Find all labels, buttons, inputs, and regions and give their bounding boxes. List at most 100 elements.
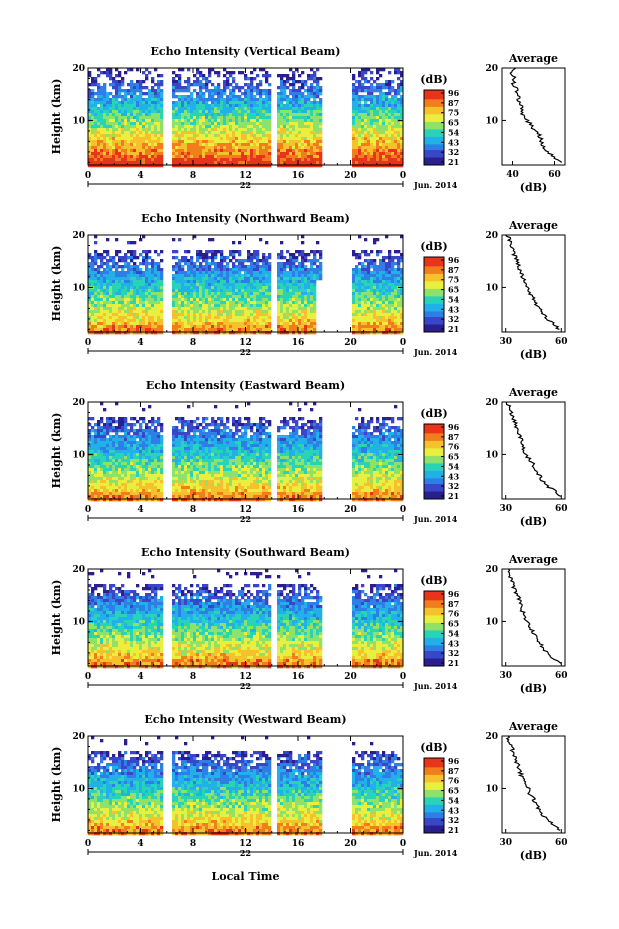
colorbar-tick-label: 96 [448,589,460,599]
colorbar-tick-label: 54 [448,294,460,304]
colorbar-tick-label: 96 [448,255,460,265]
profile-y-tick-label: 10 [485,450,498,460]
colorbar-tick-label: 75 [448,275,459,285]
colorbar-tick-label: 96 [448,756,460,766]
panel-title: Echo Intensity (Eastward Beam) [146,379,345,392]
heatmap-cells [88,402,404,502]
profile-x-tick-label: 30 [499,504,512,514]
panel-title: Echo Intensity (Southward Beam) [141,546,350,559]
x-tick-label: 4 [137,672,143,682]
colorbar-tick-label: 87 [448,265,459,275]
profile-line [505,735,561,831]
colorbar-tick-label: 65 [448,452,459,462]
colorbar-tick-label: 43 [448,638,460,648]
panel-3: Echo Intensity (Eastward Beam) 20 10 Height… [50,379,568,528]
x-tick-label: 0 [85,171,91,181]
colorbar-tick-label: 65 [448,118,459,128]
colorbar-tick-label: 65 [448,619,459,629]
profile-x-tick-label: 60 [555,504,568,514]
colorbar-tick-label: 32 [448,815,459,825]
colorbar-unit: (dB) [420,240,447,253]
x-tick-label: 4 [137,171,143,181]
profile-y-tick-label: 10 [485,116,498,126]
profile-y-tick-label: 20 [485,565,498,575]
colorbar-tick-label: 76 [448,442,460,452]
panel-title: Echo Intensity (Westward Beam) [144,713,346,726]
panel-title: Echo Intensity (Vertical Beam) [150,45,340,58]
profile-title: Average [508,52,558,65]
x-tick-label: 20 [344,171,357,181]
profile-y-tick-label: 10 [485,784,498,794]
profile-x-tick-label: 30 [499,671,512,681]
profile-x-tick-label: 60 [555,337,568,347]
colorbar-tick-label: 76 [448,776,460,786]
y-axis-label: Height (km) [50,413,63,489]
x-tick-label: 20 [344,338,357,348]
colorbar-tick-label: 32 [448,481,459,491]
colorbar-gradient [424,591,444,667]
profile-x-tick-label: 30 [499,838,512,848]
x-tick-label: 4 [137,338,143,348]
profile-x-label: (dB) [520,348,547,361]
profile-x-label: (dB) [520,181,547,194]
x-tick-label: 16 [292,505,305,515]
date-day-label: 22 [240,514,251,524]
colorbar-tick-label: 96 [448,422,460,432]
profile-x-tick-label: 60 [555,838,568,848]
profile-line [505,234,560,330]
y-axis-label: Height (km) [50,246,63,322]
panel-2: Echo Intensity (Northward Beam) 20 10 Heigh… [50,212,568,361]
date-day-label: 22 [240,848,251,858]
profile-title: Average [508,386,558,399]
x-tick-label: 16 [292,839,305,849]
colorbar-tick-label: 87 [448,432,459,442]
x-tick-label: 12 [239,171,252,181]
panel-5: Echo Intensity (Westward Beam) 20 10 Height… [50,713,568,862]
x-tick-label: 0 [400,338,406,348]
date-day-label: 22 [240,347,251,357]
x-tick-label: 4 [137,505,143,515]
date-month-label: Jun. 2014 [413,681,458,691]
profile-y-tick-label: 20 [485,64,498,74]
x-tick-label: 0 [400,672,406,682]
colorbar-unit: (dB) [420,741,447,754]
x-tick-label: 16 [292,171,305,181]
colorbar-tick-label: 54 [448,461,460,471]
x-tick-label: 0 [400,839,406,849]
x-tick-label: 8 [190,672,196,682]
colorbar-tick-label: 21 [448,658,459,668]
profile-title: Average [508,720,558,733]
profile-x-tick-label: 60 [555,671,568,681]
profile-frame [501,234,566,333]
y-axis-label: Height (km) [50,580,63,656]
panel-4: Echo Intensity (Southward Beam) 20 10 Heigh… [50,546,568,695]
profile-frame [501,568,566,667]
colorbar-tick-label: 21 [448,825,459,835]
x-tick-label: 20 [344,505,357,515]
y-tick-label: 20 [72,732,85,742]
x-tick-label: 0 [85,672,91,682]
y-tick-label: 20 [72,64,85,74]
colorbar-tick-label: 32 [448,648,459,658]
y-axis-label: Height (km) [50,747,63,823]
x-tick-label: 8 [190,338,196,348]
colorbar-tick-label: 43 [448,471,460,481]
profile-x-tick-label: 30 [499,337,512,347]
x-axis-label: Local Time [212,870,280,883]
x-tick-label: 0 [85,338,91,348]
colorbar-tick-label: 54 [448,795,460,805]
date-month-label: Jun. 2014 [413,347,458,357]
colorbar-tick-label: 87 [448,98,459,108]
x-tick-label: 4 [137,839,143,849]
profile-x-label: (dB) [520,849,547,862]
colorbar-tick-label: 32 [448,147,459,157]
heatmap-cells [88,736,404,836]
profile-frame [501,67,566,166]
profile-line [507,568,562,664]
profile-y-tick-label: 10 [485,283,498,293]
colorbar-unit: (dB) [420,407,447,420]
profile-x-tick-label: 40 [506,170,519,180]
y-tick-label: 20 [72,231,85,241]
profile-title: Average [508,553,558,566]
